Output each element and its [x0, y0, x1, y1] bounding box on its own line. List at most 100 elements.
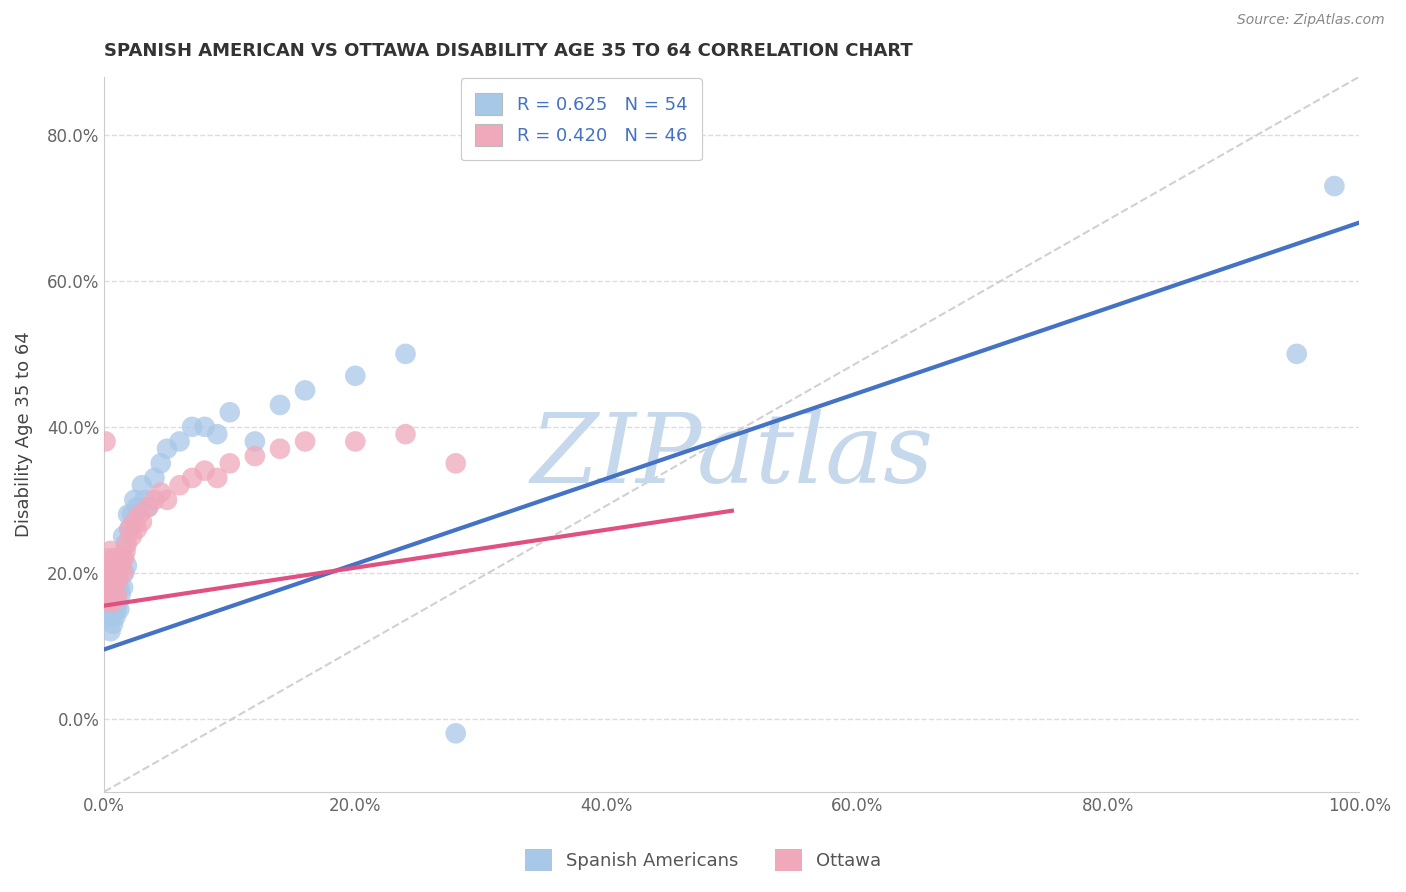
Point — [94, 602, 117, 616]
Point — [156, 492, 179, 507]
Point — [98, 602, 121, 616]
Point — [243, 434, 266, 449]
Point — [118, 522, 141, 536]
Point — [205, 471, 228, 485]
Point — [149, 456, 172, 470]
Point — [112, 566, 135, 580]
Point — [269, 398, 291, 412]
Point — [101, 595, 124, 609]
Point — [98, 581, 121, 595]
Point — [121, 529, 143, 543]
Legend: Spanish Americans, Ottawa: Spanish Americans, Ottawa — [517, 842, 889, 879]
Point — [1285, 347, 1308, 361]
Point — [97, 609, 120, 624]
Point — [104, 573, 127, 587]
Point — [94, 434, 117, 449]
Point — [205, 427, 228, 442]
Point — [101, 609, 124, 624]
Point — [1323, 179, 1346, 194]
Point — [103, 602, 125, 616]
Point — [97, 581, 120, 595]
Point — [101, 566, 124, 580]
Point — [294, 434, 316, 449]
Point — [100, 595, 122, 609]
Point — [108, 581, 131, 595]
Point — [294, 384, 316, 398]
Point — [112, 566, 135, 580]
Point — [125, 500, 148, 515]
Point — [104, 588, 127, 602]
Point — [101, 588, 124, 602]
Point — [136, 500, 159, 515]
Point — [105, 602, 128, 616]
Point — [101, 595, 124, 609]
Point — [118, 522, 141, 536]
Point — [94, 581, 117, 595]
Point — [107, 573, 129, 587]
Point — [156, 442, 179, 456]
Point — [269, 442, 291, 456]
Point — [107, 566, 129, 580]
Point — [243, 449, 266, 463]
Point — [143, 471, 166, 485]
Point — [100, 573, 122, 587]
Point — [344, 368, 367, 383]
Point — [115, 536, 138, 550]
Point — [181, 471, 204, 485]
Point — [117, 508, 139, 522]
Point — [444, 456, 467, 470]
Point — [111, 551, 134, 566]
Point — [101, 588, 124, 602]
Point — [105, 581, 128, 595]
Point — [103, 573, 125, 587]
Point — [112, 529, 135, 543]
Point — [96, 588, 118, 602]
Point — [194, 464, 217, 478]
Point — [344, 434, 367, 449]
Point — [169, 434, 191, 449]
Point — [112, 551, 135, 566]
Point — [100, 624, 122, 639]
Point — [124, 492, 146, 507]
Point — [97, 551, 120, 566]
Point — [124, 515, 146, 529]
Point — [143, 492, 166, 507]
Point — [136, 500, 159, 515]
Point — [131, 515, 153, 529]
Point — [103, 588, 125, 602]
Point — [110, 588, 132, 602]
Point — [97, 595, 120, 609]
Point — [115, 558, 138, 573]
Point — [181, 420, 204, 434]
Point — [149, 485, 172, 500]
Point — [101, 616, 124, 631]
Point — [394, 347, 416, 361]
Point — [101, 558, 124, 573]
Point — [194, 420, 217, 434]
Point — [134, 492, 156, 507]
Point — [112, 581, 135, 595]
Point — [96, 566, 118, 580]
Point — [107, 595, 129, 609]
Point — [444, 726, 467, 740]
Point — [111, 551, 134, 566]
Y-axis label: Disability Age 35 to 64: Disability Age 35 to 64 — [15, 331, 32, 537]
Text: Source: ZipAtlas.com: Source: ZipAtlas.com — [1237, 13, 1385, 28]
Point — [218, 456, 240, 470]
Point — [98, 566, 121, 580]
Point — [105, 588, 128, 602]
Point — [100, 595, 122, 609]
Point — [110, 558, 132, 573]
Text: ZIPatlas: ZIPatlas — [530, 409, 934, 502]
Point — [128, 508, 150, 522]
Point — [169, 478, 191, 492]
Point — [108, 566, 131, 580]
Point — [125, 522, 148, 536]
Point — [100, 544, 122, 558]
Text: SPANISH AMERICAN VS OTTAWA DISABILITY AGE 35 TO 64 CORRELATION CHART: SPANISH AMERICAN VS OTTAWA DISABILITY AG… — [104, 42, 912, 60]
Point — [103, 551, 125, 566]
Point — [105, 551, 128, 566]
Point — [114, 536, 136, 550]
Point — [218, 405, 240, 419]
Point — [121, 508, 143, 522]
